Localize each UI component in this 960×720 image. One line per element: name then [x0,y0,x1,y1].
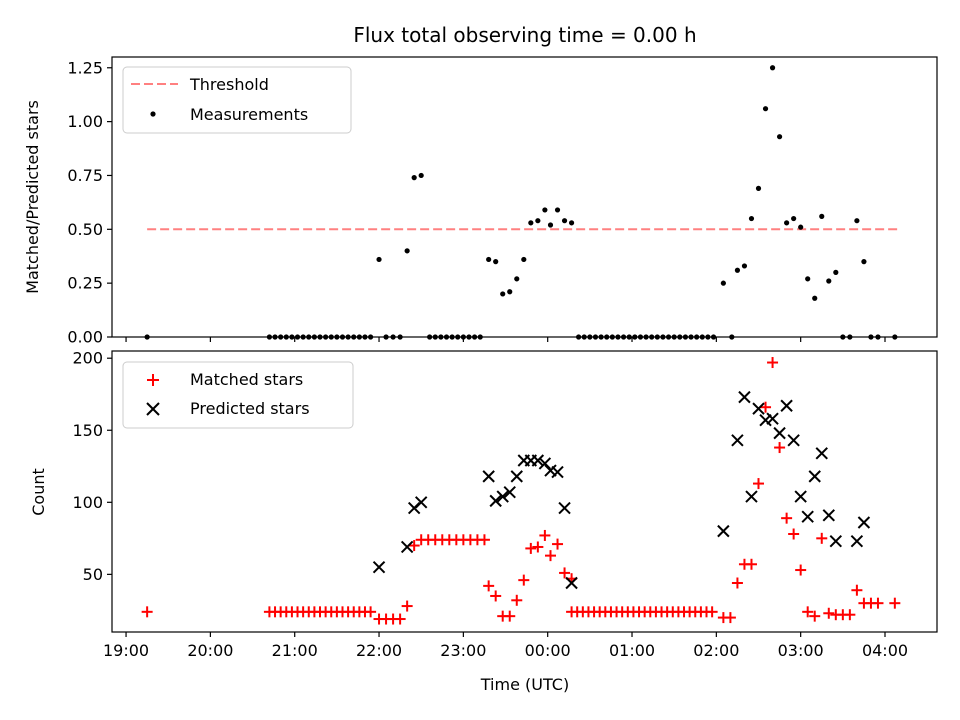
top-y-tick-label: 1.00 [67,112,103,131]
top-panel: 0.00 0.25 0.50 0.75 1.00 1.25 Matched/Predict… [23,57,937,347]
legend-measurements-swatch [150,111,155,116]
measurement-point [735,268,740,273]
top-y-axis-label: Matched/Predicted stars [23,100,42,294]
measurement-point [819,214,824,219]
bottom-y-tick-label: 50 [83,565,103,584]
measurement-point [798,225,803,230]
top-y-tick-label: 0.75 [67,166,103,185]
measurement-point [749,216,754,221]
measurement-point [514,276,519,281]
bottom-x-tick-label: 21:00 [272,641,318,660]
legend-predicted-label: Predicted stars [190,399,310,418]
top-y-tick-label: 0.00 [67,328,103,347]
measurement-point [493,259,498,264]
chart-title: Flux total observing time = 0.00 h [353,23,696,47]
measurement-point [412,175,417,180]
figure: Flux total observing time = 0.00 h 0.000… [0,0,960,720]
measurement-point [812,296,817,301]
measurement-point [791,216,796,221]
measurement-point [548,222,553,227]
top-y-tick-label: 0.50 [67,220,103,239]
measurement-point [405,248,410,253]
measurement-point [419,173,424,178]
measurement-point [376,257,381,262]
bottom-x-tick-label: 02:00 [693,641,739,660]
bottom-y-tick-label: 200 [72,349,103,368]
bottom-x-tick-label: 04:00 [862,641,908,660]
legend-matched-label: Matched stars [190,370,303,389]
top-y-tick-label: 1.25 [67,58,103,77]
measurement-point [562,218,567,223]
measurement-point [528,220,533,225]
measurement-point [854,218,859,223]
measurement-point [569,220,574,225]
measurement-point [521,257,526,262]
legend-threshold-label: Threshold [189,75,269,94]
bottom-x-tick-label: 03:00 [778,641,824,660]
bottom-legend: Matched stars Predicted stars [123,362,353,428]
legend-measurements-label: Measurements [190,105,308,124]
measurement-point [555,207,560,212]
measurement-point [777,134,782,139]
measurement-point [721,281,726,286]
measurement-point [861,259,866,264]
bottom-x-tick-label: 20:00 [187,641,233,660]
measurement-point [833,270,838,275]
measurement-point [763,106,768,111]
x-axis-label: Time (UTC) [480,675,569,694]
top-legend: Threshold Measurements [123,67,351,133]
bottom-x-tick-label: 22:00 [356,641,402,660]
measurement-point [542,207,547,212]
bottom-y-tick-label: 150 [72,421,103,440]
bottom-y-axis-label: Count [29,468,48,516]
measurement-point [742,263,747,268]
measurement-point [805,276,810,281]
measurement-point [770,65,775,70]
measurement-point [486,257,491,262]
bottom-x-tick-label: 23:00 [440,641,486,660]
measurement-point [756,186,761,191]
measurement-point [784,220,789,225]
bottom-y-tick-label: 100 [72,493,103,512]
measurement-point [535,218,540,223]
top-y-tick-label: 0.25 [67,274,103,293]
bottom-x-tick-label: 01:00 [609,641,655,660]
measurement-point [826,278,831,283]
measurement-point [507,289,512,294]
measurement-point [500,291,505,296]
bottom-x-tick-label: 19:00 [103,641,149,660]
bottom-x-tick-label: 00:00 [525,641,571,660]
